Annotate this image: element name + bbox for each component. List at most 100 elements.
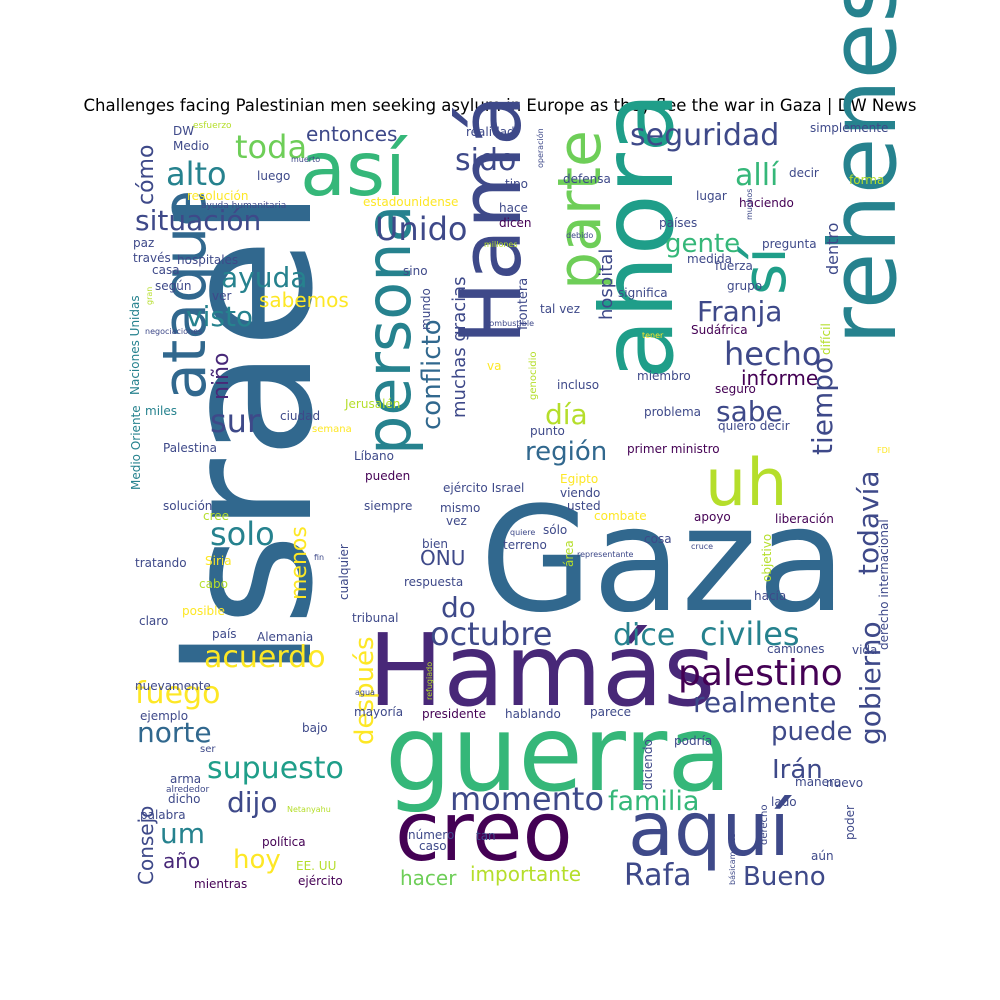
cloud-word-miles: miles: [145, 404, 177, 418]
cloud-word-hamás: Hamás: [368, 612, 715, 729]
cloud-word-parece: parece: [590, 705, 631, 719]
cloud-word-solución: solución: [163, 499, 212, 513]
cloud-word-jerusalén: Jerusalén: [344, 397, 400, 411]
cloud-word-simplemente: simplemente: [810, 121, 888, 135]
cloud-word-líbano: Líbano: [354, 449, 394, 463]
cloud-word-tribunal: tribunal: [352, 611, 399, 625]
cloud-word-derecho: derecho: [759, 805, 770, 846]
cloud-word-solo: solo: [210, 515, 275, 553]
cloud-word-quiere: quiere: [510, 528, 535, 537]
cloud-word-según: según: [155, 279, 191, 293]
cloud-word-guerra: guerra: [385, 693, 732, 815]
cloud-word-entonces: entonces: [306, 122, 397, 146]
cloud-word-genocidio: genocidio: [528, 352, 539, 400]
cloud-word-sólo: sólo: [543, 523, 567, 537]
cloud-word-liberación: liberación: [775, 512, 834, 526]
cloud-word-acuerdo: acuerdo: [204, 640, 326, 675]
cloud-word-así: así: [300, 125, 408, 213]
cloud-word-bien: bien: [422, 537, 448, 551]
cloud-word-nuevo: nuevo: [826, 776, 863, 790]
cloud-word-decir: decir: [789, 166, 819, 180]
cloud-word-niño: niño: [209, 353, 234, 400]
cloud-word-rehenes: rehenes: [810, 0, 917, 345]
cloud-word-momento: momento: [450, 780, 604, 818]
cloud-word-cómo: cómo: [134, 145, 159, 205]
cloud-word-lugar: lugar: [696, 189, 727, 203]
cloud-word-realmente: realmente: [693, 686, 837, 719]
cloud-word-dicen: dicen: [499, 216, 532, 230]
cloud-word-cree: cree: [203, 509, 229, 523]
cloud-word-tener: tener: [642, 331, 664, 340]
cloud-word-tan: tan: [476, 829, 496, 843]
cloud-word-resolución: resolución: [187, 189, 248, 203]
cloud-word-alrededor: alrededor: [166, 785, 210, 795]
cloud-word-cruce: cruce: [691, 542, 713, 551]
cloud-word-muerto: muerto: [291, 155, 320, 164]
cloud-word-mismo: mismo: [440, 501, 480, 515]
cloud-word-posible: posible: [182, 604, 225, 618]
cloud-word-seguridad: seguridad: [630, 118, 779, 153]
cloud-word-situación: situación: [135, 204, 261, 237]
cloud-word-hamá: Hamá: [442, 94, 541, 345]
cloud-word-civiles: civiles: [700, 615, 800, 653]
cloud-word-fdi: FDI: [877, 446, 890, 455]
cloud-word-frontera: frontera: [516, 278, 531, 330]
cloud-word-do: do: [441, 591, 476, 624]
cloud-word-gente: gente: [665, 229, 740, 259]
cloud-word-medio: Medio: [173, 139, 209, 153]
cloud-word-millones: millones: [484, 240, 518, 249]
page-title: Challenges facing Palestinian men seekin…: [83, 96, 917, 115]
cloud-word-um: um: [160, 817, 205, 850]
cloud-word-mayoría: mayoría: [354, 705, 403, 719]
cloud-word-tiempo: tiempo: [806, 357, 839, 455]
cloud-word-familia: familia: [608, 786, 699, 817]
cloud-word-esfuerzo: esfuerzo: [193, 121, 232, 131]
cloud-word-hospital: hospital: [596, 249, 617, 320]
cloud-word-va: va: [487, 359, 501, 373]
cloud-word-agua: agua: [355, 688, 375, 697]
cloud-word-área: área: [562, 540, 576, 567]
cloud-word-través: través: [133, 251, 171, 265]
cloud-word-incluso: incluso: [557, 378, 599, 392]
cloud-word-ayuda-humanitaria: ayuda humanitaria: [201, 201, 286, 211]
cloud-word-gobierno: gobierno: [854, 621, 887, 745]
cloud-word-luego: luego: [257, 169, 290, 183]
cloud-word-creo: creo: [395, 785, 573, 880]
cloud-word-uh: uh: [705, 446, 787, 521]
cloud-word-seguro: seguro: [715, 382, 756, 396]
cloud-word-respuesta: respuesta: [404, 575, 463, 589]
cloud-word-importante: importante: [470, 862, 581, 886]
cloud-word-vez: vez: [446, 514, 467, 528]
cloud-word-parte: parte: [545, 130, 615, 290]
cloud-word-ejército: ejército: [298, 874, 343, 888]
cloud-word-podría: podría: [674, 734, 712, 748]
cloud-word-camiones: camiones: [767, 642, 825, 656]
cloud-word-viendo: viendo: [560, 486, 600, 500]
cloud-word-ser: ser: [200, 744, 216, 755]
cloud-word-toda: toda: [235, 128, 307, 166]
cloud-word-número: número: [408, 828, 454, 842]
cloud-word-tipo: tipo: [505, 177, 528, 191]
cloud-word-menos: menos: [287, 526, 312, 600]
cloud-word-caso: caso: [419, 839, 447, 853]
cloud-word-cualquier: cualquier: [337, 544, 351, 600]
cloud-word-fuerza: fuerza: [715, 259, 753, 273]
cloud-word-palestino: palestino: [678, 653, 843, 694]
cloud-word-ciudad: ciudad: [280, 409, 320, 423]
cloud-word-sí: sí: [730, 245, 800, 295]
cloud-word-país: país: [212, 627, 237, 641]
cloud-word-conflicto: conflicto: [417, 319, 447, 430]
cloud-word-siempre: siempre: [364, 499, 412, 513]
cloud-word-ayuda: ayuda: [221, 261, 307, 294]
cloud-word-naciones-unidas: Naciones Unidas: [128, 295, 142, 395]
cloud-word-quiero-decir: quiero decir: [718, 419, 790, 433]
cloud-word-día: día: [545, 398, 588, 431]
cloud-word-aquí: aquí: [628, 785, 792, 873]
cloud-word-alto: alto: [166, 155, 227, 193]
cloud-word-difícil: difícil: [819, 323, 833, 355]
cloud-word-dijo: dijo: [227, 786, 277, 819]
cloud-word-unido: Unido: [375, 210, 467, 248]
cloud-word-ataque: ataque: [150, 190, 220, 400]
cloud-word-ee-uu: EE. UU: [296, 859, 336, 873]
cloud-word-derecho-internacional: derecho internacional: [877, 519, 891, 650]
